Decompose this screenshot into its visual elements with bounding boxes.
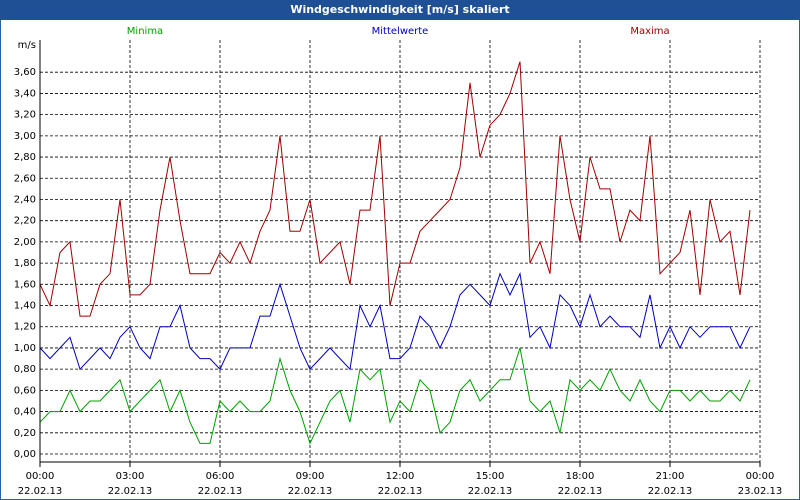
x-tick-date: 22.02.13 <box>648 486 693 497</box>
y-tick-label: 3,20 <box>14 110 36 121</box>
y-tick-label: 2,80 <box>14 152 36 163</box>
y-tick-label: 2,60 <box>14 173 36 184</box>
y-tick-label: 2,00 <box>14 237 36 248</box>
y-tick-label: 0,40 <box>14 407 36 418</box>
x-tick-date: 23.02.13 <box>738 486 783 497</box>
x-tick-label: 06:00 <box>206 471 235 482</box>
legend-entry: Mittelwerte <box>372 26 429 37</box>
x-tick-date: 22.02.13 <box>288 486 333 497</box>
plot <box>39 61 751 445</box>
title-bar <box>0 0 800 20</box>
x-tick-label: 09:00 <box>296 471 325 482</box>
x-tick-date: 22.02.13 <box>558 486 603 497</box>
x-tick-label: 00:00 <box>746 471 775 482</box>
y-tick-label: 0,20 <box>14 428 36 439</box>
x-tick-date: 22.02.13 <box>108 486 153 497</box>
x-tick-date: 22.02.13 <box>18 486 63 497</box>
y-tick-label: 3,60 <box>14 67 36 78</box>
y-axis-label: m/s <box>18 40 36 51</box>
y-tick-label: 2,40 <box>14 194 36 205</box>
y-tick-label: 1,60 <box>14 279 36 290</box>
x-tick-label: 12:00 <box>386 471 415 482</box>
x-tick-date: 22.02.13 <box>468 486 513 497</box>
series-line <box>39 272 751 371</box>
y-tick-label: 3,40 <box>14 88 36 99</box>
series-line <box>39 347 751 445</box>
chart-title: Windgeschwindigkeit [m/s] skaliert <box>290 3 509 16</box>
y-tick-label: 3,00 <box>14 131 36 142</box>
x-tick-date: 22.02.13 <box>378 486 423 497</box>
y-tick-label: 0,80 <box>14 364 36 375</box>
x-tick-label: 03:00 <box>116 471 145 482</box>
y-tick-label: 0,60 <box>14 385 36 396</box>
legend-entry: Minima <box>127 26 163 37</box>
y-tick-label: 2,20 <box>14 216 36 227</box>
y-tick-label: 1,80 <box>14 258 36 269</box>
x-tick-label: 00:00 <box>26 471 55 482</box>
y-tick-label: 1,00 <box>14 343 36 354</box>
series-line <box>39 61 751 317</box>
x-tick-label: 18:00 <box>566 471 595 482</box>
x-tick-label: 15:00 <box>476 471 505 482</box>
x-tick-label: 21:00 <box>656 471 685 482</box>
x-tick-date: 22.02.13 <box>198 486 243 497</box>
y-tick-label: 0,00 <box>14 449 36 460</box>
grid <box>39 40 761 462</box>
legend-entry: Maxima <box>630 26 669 37</box>
y-tick-label: 1,20 <box>14 322 36 333</box>
y-tick-label: 1,40 <box>14 301 36 312</box>
